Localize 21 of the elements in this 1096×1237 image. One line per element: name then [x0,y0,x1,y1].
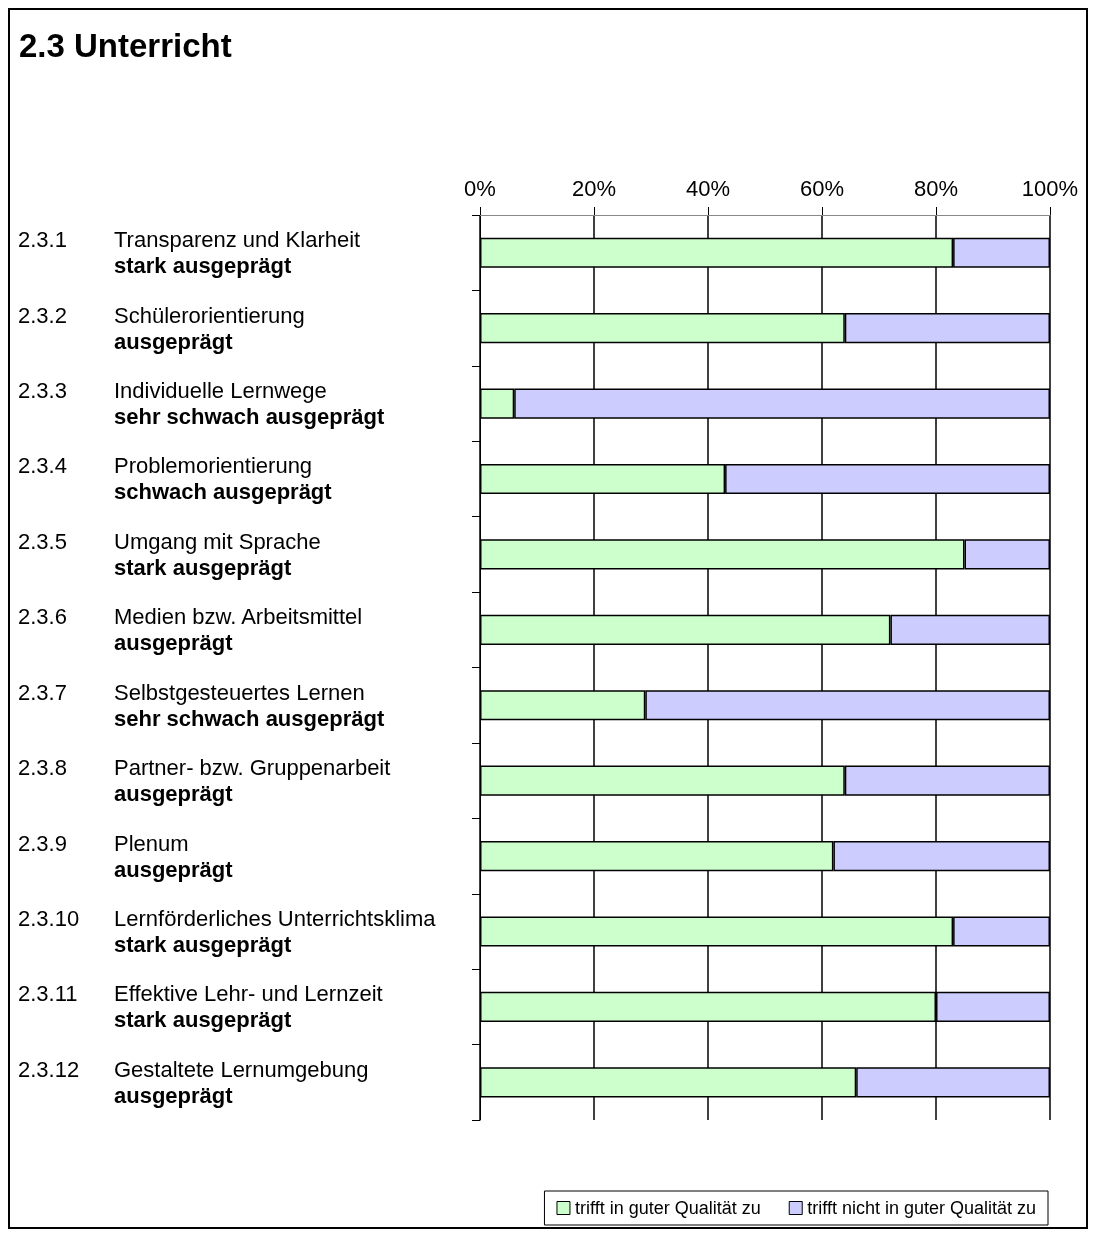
category-label: 2.3.4 Problemorientierung schwach ausgeprägt [18,453,332,505]
category-label: 2.3.5 Umgang mit Sprache stark ausgeprägt [18,528,321,580]
x-tick-label: 40% [685,175,731,201]
x-tick-label: 20% [571,175,617,201]
text: 2.3 Unterricht [19,27,232,64]
legend-label: trifft nicht in guter Qualität zu [807,1198,1036,1218]
category-label: 2.3.7 Selbstgesteuertes Lernen sehr schwach ausgeprägt [18,679,385,731]
category-label: 2.3.1 Transparenz und Klarheit stark ausgeprägt [18,227,361,279]
category-label: 2.3.2 Schülerorientierung ausgeprägt [18,302,305,354]
category-label: 2.3.6 Medien bzw. Arbeitsmittel ausgeprägt [18,604,363,656]
category-label: 2.3.8 Partner- bzw. Gruppenarbeit ausgeprägt [18,755,391,807]
legend-label: trifft in guter Qualität zu [574,1198,761,1218]
x-tick-label: 100% [1021,175,1079,201]
category-label: 2.3.10 Lernförderliches Unterrichtsklima stark ausgeprägt [18,905,436,957]
x-tick-label: 80% [913,175,959,201]
category-label: 2.3.12 Gestaltete Lernumgebung ausgeprägt [18,1056,369,1108]
x-tick-label: 0% [464,175,496,201]
category-label: 2.3.3 Individuelle Lernwege sehr schwach ausgeprägt [18,378,385,430]
category-label: 2.3.11 Effektive Lehr- und Lernzeit stark ausgeprägt [18,981,383,1033]
category-label: 2.3.9 Plenum ausgeprägt [18,830,233,882]
x-tick-label: 60% [799,175,845,201]
